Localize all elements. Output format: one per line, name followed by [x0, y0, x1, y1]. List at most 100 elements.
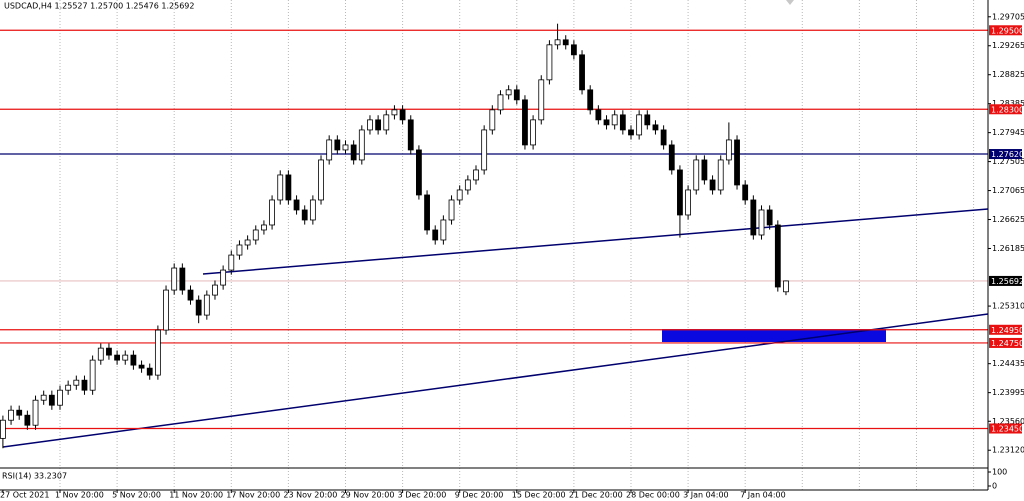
level-label-box [989, 25, 1022, 36]
y-tick-label: 1.25310 [992, 302, 1024, 311]
candle-body [73, 379, 80, 386]
candle-body [734, 139, 740, 186]
level-label-box [989, 104, 1022, 115]
y-tick-label: 1.27065 [992, 186, 1024, 195]
level-label: 1.23450 [991, 425, 1024, 434]
candle-body [383, 114, 390, 131]
candle-body [579, 54, 585, 91]
candle-body [16, 409, 23, 416]
level-label: 1.25692 [991, 277, 1024, 286]
candle-body [106, 347, 112, 356]
candle-body [65, 384, 72, 391]
candle-body [554, 39, 561, 46]
candle-body [570, 44, 577, 56]
candle-body [709, 179, 716, 191]
candle-body [619, 114, 626, 131]
x-tick-label: 11 Nov 20:00 [169, 491, 223, 500]
candle-body [750, 199, 757, 236]
level-label-box [989, 275, 1022, 286]
candle-body [456, 189, 463, 201]
candle-body [122, 354, 129, 361]
candle-body [252, 229, 259, 241]
candle-body [309, 199, 316, 221]
candle-body [285, 174, 292, 201]
indicator-label: RSI(14) 33.2307 [2, 472, 67, 481]
candle-body [32, 399, 39, 426]
level-label: 1.28300 [991, 105, 1024, 114]
candle-body [660, 129, 667, 146]
candle-body [725, 139, 732, 161]
candle-body [179, 267, 186, 291]
x-tick-label: 3 Dec 20:00 [398, 491, 447, 500]
x-tick-label: 23 Nov 20:00 [283, 491, 337, 500]
candle-body [8, 409, 14, 421]
trendline [202, 208, 989, 275]
x-tick-label: 1 Nov 20:00 [55, 491, 104, 500]
y-tick-label: 100 [992, 468, 1007, 477]
candle-body [448, 199, 455, 221]
candle-body [48, 394, 55, 406]
y-tick-label: 0 [992, 482, 997, 491]
y-tick-label: 1.23560 [992, 417, 1024, 426]
candles [0, 23, 789, 449]
candle-body [146, 367, 153, 376]
candle-body [505, 89, 512, 96]
x-tick-label: 5 Nov 20:00 [112, 491, 161, 500]
level-label-box [989, 337, 1022, 348]
candle-body [277, 174, 284, 201]
candle-body [301, 209, 308, 221]
candle-body [473, 169, 479, 181]
x-tick-label: 3 Jan 04:00 [683, 491, 729, 500]
candle-body [668, 144, 675, 171]
grid [59, 0, 975, 490]
candle-body [717, 159, 724, 191]
candle-body [318, 159, 324, 201]
candle-body [628, 129, 634, 136]
candle-body [513, 89, 520, 101]
candle-body [269, 199, 275, 226]
candle-body [587, 89, 594, 111]
candle-body [399, 109, 406, 121]
candle-body [187, 289, 194, 301]
candle-body [40, 394, 47, 401]
candle-body [358, 129, 365, 161]
candle-body [432, 229, 439, 241]
candle-body [261, 224, 267, 231]
y-tick-label: 1.26625 [992, 215, 1024, 224]
x-tick-label: 27 Oct 2021 [0, 491, 49, 500]
x-tick-label: 21 Dec 20:00 [569, 491, 623, 500]
candle-body [701, 159, 708, 181]
y-tick-label: 1.28385 [992, 99, 1024, 108]
candle-body [416, 149, 422, 196]
candle-body [154, 329, 161, 376]
candle-body [603, 119, 610, 126]
y-tick-label: 1.29265 [992, 41, 1024, 50]
y-tick-label: 1.29705 [992, 12, 1024, 21]
candle-body [220, 269, 227, 286]
candle-body [530, 119, 537, 146]
candle-body [677, 169, 683, 216]
candle-body [489, 109, 496, 131]
candle-body [595, 109, 602, 121]
y-tick-label: 1.27945 [992, 128, 1024, 137]
candle-body [546, 44, 553, 81]
level-label: 1.29500 [991, 26, 1024, 35]
x-tick-label: 7 Jan 04:00 [740, 491, 786, 500]
level-label-box [989, 149, 1022, 160]
candle-body [636, 114, 643, 136]
candle-body [350, 144, 357, 161]
candle-body [424, 194, 430, 231]
level-label: 1.24750 [991, 339, 1024, 348]
candle-body [562, 39, 569, 46]
candle-body [293, 199, 300, 211]
level-label-box [989, 423, 1022, 434]
x-tick-label: 15 Dec 20:00 [512, 491, 566, 500]
candle-body [367, 119, 373, 131]
candle-body [244, 239, 251, 246]
level-label: 1.27620 [991, 150, 1024, 159]
candle-body [89, 359, 96, 391]
candle-body [163, 289, 169, 331]
candle-body [481, 129, 488, 171]
candle-body [97, 347, 104, 361]
